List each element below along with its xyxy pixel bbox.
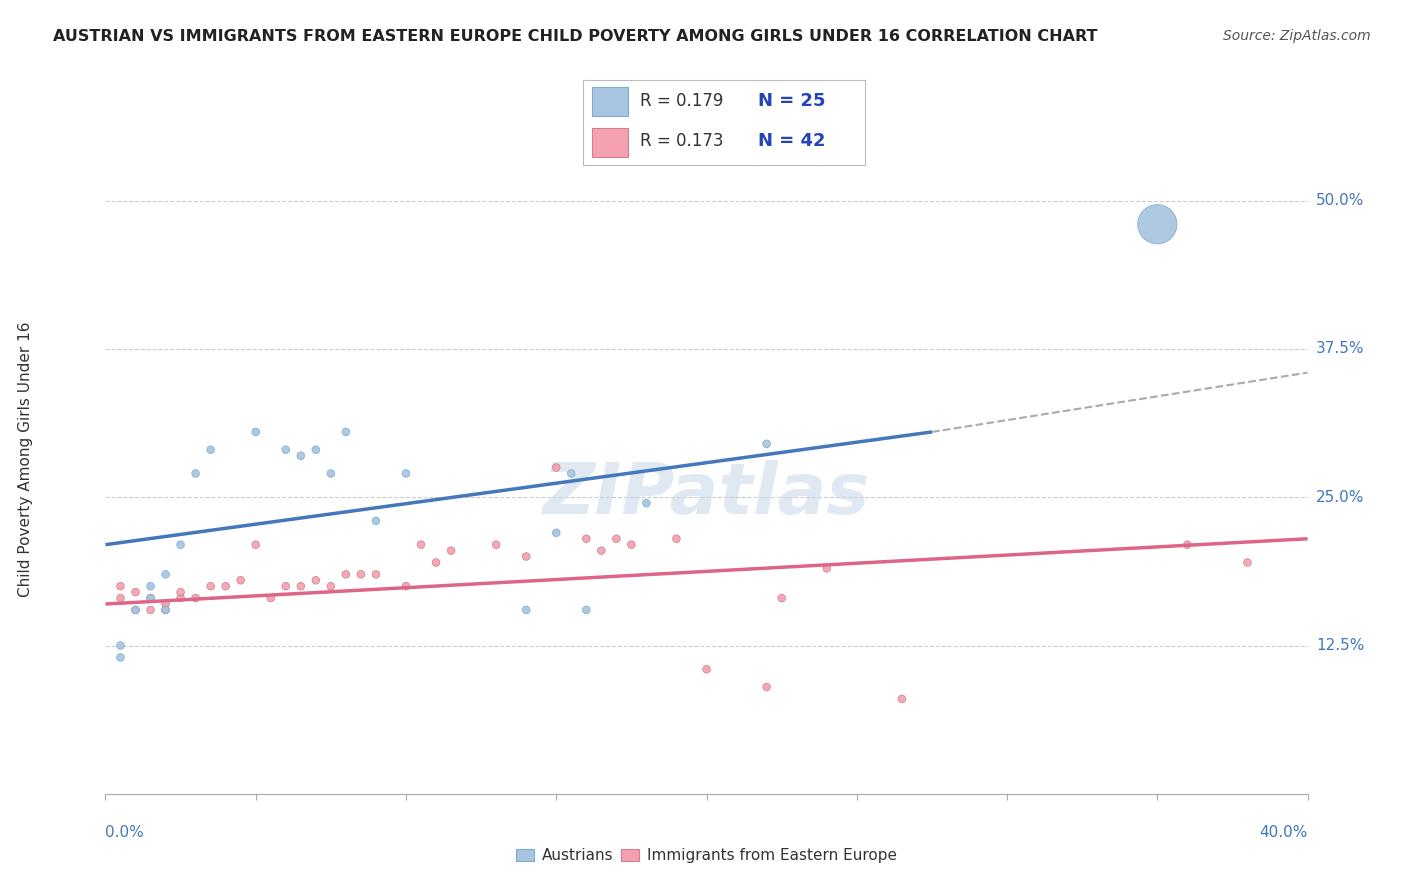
Point	[169, 591, 191, 605]
Point	[440, 543, 463, 558]
Text: 50.0%: 50.0%	[1316, 193, 1364, 208]
Point	[546, 525, 568, 540]
Point	[184, 591, 207, 605]
Text: R = 0.179: R = 0.179	[640, 93, 723, 111]
Point	[260, 591, 283, 605]
Point	[290, 579, 312, 593]
Point	[364, 514, 387, 528]
Bar	[592, 87, 628, 116]
Point	[815, 561, 838, 575]
Text: 0.0%: 0.0%	[105, 825, 145, 840]
Point	[560, 467, 582, 481]
Point	[319, 467, 342, 481]
Point	[591, 543, 613, 558]
Point	[245, 425, 267, 439]
Text: N = 42: N = 42	[758, 132, 825, 150]
Point	[1236, 556, 1258, 570]
Point	[425, 556, 447, 570]
Text: ZIPatlas: ZIPatlas	[543, 460, 870, 529]
Point	[290, 449, 312, 463]
Point	[770, 591, 793, 605]
Text: 12.5%: 12.5%	[1316, 638, 1364, 653]
Point	[169, 585, 191, 599]
Point	[305, 442, 328, 457]
Text: 25.0%: 25.0%	[1316, 490, 1364, 505]
Point	[546, 460, 568, 475]
Point	[169, 538, 191, 552]
Point	[696, 662, 718, 676]
Point	[124, 585, 146, 599]
Point	[319, 579, 342, 593]
Point	[364, 567, 387, 582]
Text: Child Poverty Among Girls Under 16: Child Poverty Among Girls Under 16	[18, 322, 32, 597]
Point	[1175, 538, 1198, 552]
Point	[620, 538, 643, 552]
Text: 40.0%: 40.0%	[1260, 825, 1308, 840]
Point	[139, 603, 162, 617]
Point	[110, 639, 132, 653]
Point	[274, 442, 297, 457]
Bar	[592, 128, 628, 157]
Point	[485, 538, 508, 552]
Point	[350, 567, 373, 582]
Text: 37.5%: 37.5%	[1316, 342, 1364, 357]
Point	[515, 549, 537, 564]
Point	[214, 579, 236, 593]
Point	[665, 532, 688, 546]
Point	[575, 532, 598, 546]
Point	[229, 574, 252, 588]
Point	[636, 496, 658, 510]
Point	[1146, 217, 1168, 231]
Point	[305, 574, 328, 588]
Point	[335, 425, 357, 439]
Point	[155, 603, 177, 617]
Point	[755, 437, 778, 451]
Point	[409, 538, 432, 552]
Legend: Austrians, Immigrants from Eastern Europe: Austrians, Immigrants from Eastern Europ…	[510, 842, 903, 870]
Point	[139, 591, 162, 605]
Point	[200, 579, 222, 593]
Point	[515, 603, 537, 617]
Point	[245, 538, 267, 552]
Point	[110, 591, 132, 605]
Point	[755, 680, 778, 694]
Text: AUSTRIAN VS IMMIGRANTS FROM EASTERN EUROPE CHILD POVERTY AMONG GIRLS UNDER 16 CO: AUSTRIAN VS IMMIGRANTS FROM EASTERN EURO…	[53, 29, 1098, 44]
Text: N = 25: N = 25	[758, 93, 825, 111]
Point	[155, 597, 177, 611]
Point	[110, 650, 132, 665]
Point	[274, 579, 297, 593]
Point	[890, 692, 912, 706]
Point	[605, 532, 627, 546]
Point	[155, 603, 177, 617]
Text: Source: ZipAtlas.com: Source: ZipAtlas.com	[1223, 29, 1371, 43]
Point	[395, 579, 418, 593]
Point	[139, 579, 162, 593]
Point	[155, 567, 177, 582]
Point	[184, 467, 207, 481]
Point	[575, 603, 598, 617]
Point	[395, 467, 418, 481]
Point	[124, 603, 146, 617]
Point	[335, 567, 357, 582]
Point	[110, 579, 132, 593]
Point	[200, 442, 222, 457]
Point	[124, 603, 146, 617]
Text: R = 0.173: R = 0.173	[640, 132, 723, 150]
Point	[139, 591, 162, 605]
